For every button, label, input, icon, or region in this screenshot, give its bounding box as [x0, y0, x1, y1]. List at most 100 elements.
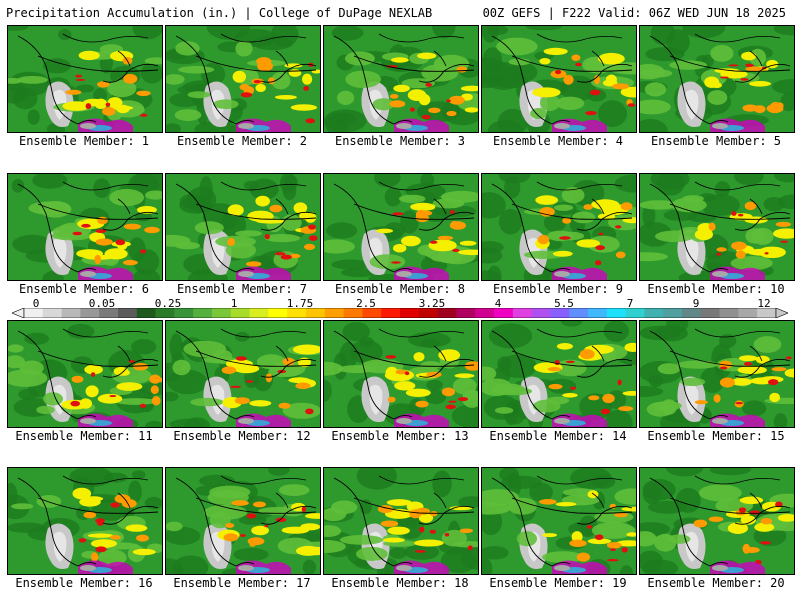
colorbar-tick-label: 4: [494, 297, 502, 310]
colorbar-segment: [644, 308, 664, 318]
ensemble-member-label: Ensemble Member: 18: [331, 576, 469, 590]
colorbar-right-arrow: [775, 308, 788, 318]
ensemble-member-label: Ensemble Member: 14: [489, 429, 627, 443]
ensemble-member-label: Ensemble Member: 16: [15, 576, 153, 590]
colorbar-segment: [588, 308, 608, 318]
colorbar-segment: [606, 308, 626, 318]
colorbar-segment: [494, 308, 514, 318]
ensemble-map-panel: [7, 173, 163, 281]
colorbar-segment: [343, 308, 363, 318]
ensemble-member-label: Ensemble Member: 1: [18, 134, 150, 148]
ensemble-map-panel: [481, 467, 637, 575]
ensemble-map-panel: [165, 320, 321, 428]
colorbar-segment: [61, 308, 81, 318]
colorbar-segment: [682, 308, 702, 318]
model-valid-time: 00Z GEFS | F222 Valid: 06Z WED JUN 18 20…: [482, 6, 786, 20]
colorbar-segment: [400, 308, 420, 318]
colorbar-tick-label: 9: [692, 297, 700, 310]
ensemble-map-panel: [7, 467, 163, 575]
colorbar-tick-label: 5.5: [554, 297, 574, 310]
ensemble-member-label: Ensemble Member: 19: [489, 576, 627, 590]
colorbar-segment: [136, 308, 156, 318]
colorbar-segment: [512, 308, 532, 318]
ensemble-member-label: Ensemble Member: 10: [647, 282, 785, 296]
precip-map: [482, 468, 636, 574]
ensemble-map-panel: [165, 467, 321, 575]
colorbar-segment: [155, 308, 175, 318]
colorbar-segment: [324, 308, 344, 318]
colorbar-segment: [193, 308, 213, 318]
colorbar-segment: [249, 308, 269, 318]
colorbar-left-arrow: [12, 308, 25, 318]
colorbar-segment: [306, 308, 326, 318]
colorbar-segment: [99, 308, 119, 318]
precip-map: [8, 321, 162, 427]
colorbar-tick-label: 2.5: [356, 297, 376, 310]
colorbar-segment: [268, 308, 288, 318]
colorbar-segment: [550, 308, 570, 318]
colorbar-segment: [381, 308, 401, 318]
precip-map: [640, 321, 794, 427]
ensemble-map-panel: [323, 320, 479, 428]
precip-map: [482, 321, 636, 427]
ensemble-member-label: Ensemble Member: 4: [492, 134, 624, 148]
ensemble-member-label: Ensemble Member: 20: [647, 576, 785, 590]
colorbar-tick-label: 1.75: [286, 297, 314, 310]
ensemble-map-panel: [323, 467, 479, 575]
precip-map: [640, 174, 794, 280]
colorbar-tick-label: 0: [32, 297, 40, 310]
precip-map: [8, 26, 162, 132]
precip-map: [166, 321, 320, 427]
ensemble-member-label: Ensemble Member: 5: [650, 134, 782, 148]
colorbar-tick-label: 0.25: [154, 297, 182, 310]
ensemble-member-label: Ensemble Member: 15: [647, 429, 785, 443]
colorbar-segment: [625, 308, 645, 318]
colorbar-segment: [118, 308, 138, 318]
ensemble-map-panel: [481, 320, 637, 428]
precip-map: [324, 174, 478, 280]
ensemble-map-panel: [639, 25, 795, 133]
colorbar-tick-label: 0.05: [88, 297, 116, 310]
ensemble-member-label: Ensemble Member: 17: [173, 576, 311, 590]
colorbar-tick-label: 12: [757, 297, 771, 310]
precip-map: [324, 321, 478, 427]
ensemble-map-panel: [323, 25, 479, 133]
colorbar-tick-label: 1: [230, 297, 238, 310]
ensemble-map-panel: [639, 467, 795, 575]
colorbar-tick-label: 7: [626, 297, 634, 310]
ensemble-member-label: Ensemble Member: 6: [18, 282, 150, 296]
precip-map: [166, 26, 320, 132]
colorbar-segment: [42, 308, 62, 318]
ensemble-member-label: Ensemble Member: 2: [176, 134, 308, 148]
precip-map: [640, 468, 794, 574]
precip-map: [640, 26, 794, 132]
precip-map: [482, 174, 636, 280]
ensemble-map-panel: [165, 25, 321, 133]
colorbar-segment: [456, 308, 476, 318]
colorbar-segment: [174, 308, 194, 318]
ensemble-map-panel: [7, 25, 163, 133]
ensemble-map-panel: [481, 25, 637, 133]
colorbar-tick-label: 3.25: [418, 297, 446, 310]
colorbar-segment: [287, 308, 307, 318]
colorbar-segment: [212, 308, 232, 318]
colorbar-segment: [80, 308, 100, 318]
precip-map: [8, 174, 162, 280]
ensemble-member-label: Ensemble Member: 11: [15, 429, 153, 443]
ensemble-member-label: Ensemble Member: 13: [331, 429, 469, 443]
colorbar-segment: [569, 308, 589, 318]
ensemble-map-panel: [7, 320, 163, 428]
colorbar-segment: [24, 308, 44, 318]
map-title: Precipitation Accumulation (in.) | Colle…: [6, 6, 433, 20]
precip-map: [324, 26, 478, 132]
precip-map: [324, 468, 478, 574]
precip-map: [8, 468, 162, 574]
precip-map: [482, 26, 636, 132]
colorbar-segment: [475, 308, 495, 318]
ensemble-map-panel: [481, 173, 637, 281]
ensemble-member-label: Ensemble Member: 12: [173, 429, 311, 443]
colorbar-segment: [531, 308, 551, 318]
ensemble-map-panel: [323, 173, 479, 281]
ensemble-map-panel: [165, 173, 321, 281]
ensemble-map-panel: [639, 173, 795, 281]
